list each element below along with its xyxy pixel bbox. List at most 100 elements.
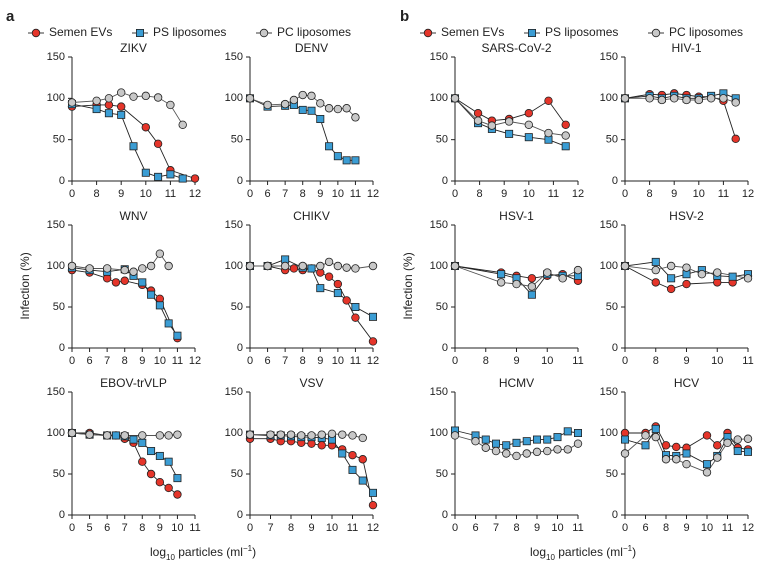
- data-point: [351, 113, 360, 122]
- x-tick-label: 8: [483, 355, 489, 367]
- data-point: [713, 453, 722, 462]
- data-point: [491, 446, 501, 456]
- data-point: [307, 264, 316, 273]
- data-point: [527, 282, 537, 291]
- series-line: [71, 267, 178, 336]
- data-point: [146, 261, 156, 271]
- data-point: [533, 435, 542, 444]
- data-point: [190, 174, 200, 183]
- data-point: [481, 435, 490, 444]
- x-tick-label: 10: [171, 522, 183, 534]
- data-point: [173, 490, 182, 499]
- x-tick-label: 7: [493, 522, 499, 534]
- x-tick-label: 0: [69, 522, 75, 534]
- y-tick-label: 50: [606, 301, 618, 313]
- data-point: [473, 116, 483, 125]
- data-point: [153, 93, 163, 102]
- data-point: [502, 441, 511, 450]
- data-point: [348, 431, 357, 440]
- x-tick-label: 11: [347, 522, 358, 534]
- x-tick-label: 9: [317, 355, 323, 367]
- data-point: [702, 431, 712, 440]
- data-point: [702, 468, 712, 477]
- data-point: [368, 500, 378, 510]
- panel-title: HSV-1: [499, 209, 534, 223]
- series-line: [71, 104, 196, 179]
- x-tick-label: 12: [189, 355, 201, 367]
- data-point: [682, 459, 691, 469]
- data-point: [245, 261, 255, 271]
- data-point: [342, 263, 351, 272]
- panel-title: EBOV-trVLP: [100, 376, 167, 390]
- data-point: [744, 447, 753, 456]
- data-point: [111, 431, 120, 440]
- data-point: [351, 313, 360, 322]
- y-tick-label: 50: [53, 468, 65, 480]
- data-point: [141, 123, 150, 132]
- x-axis-label-part: −1: [623, 544, 633, 553]
- data-point: [276, 430, 285, 439]
- data-point: [728, 272, 737, 281]
- panel-title: SARS-CoV-2: [481, 41, 551, 55]
- x-tick-label: 11: [572, 522, 583, 534]
- data-point: [553, 433, 562, 442]
- data-point: [491, 439, 500, 448]
- data-point: [173, 331, 182, 340]
- data-point: [164, 261, 173, 271]
- y-tick-label: 100: [225, 92, 243, 104]
- data-point: [682, 263, 691, 272]
- legend-marker: [31, 28, 41, 38]
- data-point: [651, 265, 660, 275]
- data-point: [67, 428, 77, 438]
- panel-title: WNV: [120, 209, 148, 223]
- data-point: [102, 431, 112, 440]
- data-point: [316, 284, 325, 293]
- x-axis-label-part: particles (ml: [555, 545, 623, 559]
- data-point: [563, 427, 572, 436]
- data-point: [85, 430, 94, 439]
- data-point: [543, 435, 552, 444]
- data-point: [703, 460, 712, 469]
- x-tick-label: 6: [642, 522, 648, 534]
- data-point: [120, 431, 129, 440]
- y-tick-label: 100: [600, 92, 618, 104]
- data-point: [333, 261, 343, 271]
- data-point: [473, 109, 483, 118]
- data-point: [544, 128, 553, 138]
- x-tick-label: 9: [118, 188, 124, 200]
- data-point: [351, 264, 360, 273]
- data-point: [496, 278, 506, 287]
- x-axis-label: log10 particles (ml−1): [150, 544, 256, 562]
- y-tick-label: 100: [430, 92, 448, 104]
- data-point: [280, 99, 290, 109]
- x-tick-label: 10: [693, 188, 705, 200]
- data-point: [512, 438, 521, 447]
- data-point: [621, 435, 630, 444]
- data-point: [666, 261, 676, 271]
- x-tick-label: 9: [501, 188, 507, 200]
- data-point: [524, 133, 533, 142]
- data-point: [324, 104, 334, 113]
- legend-marker: [135, 28, 144, 37]
- x-tick-label: 11: [189, 522, 200, 534]
- data-point: [166, 170, 175, 179]
- x-tick-label: 5: [87, 522, 93, 534]
- data-point: [450, 431, 460, 440]
- data-point: [713, 268, 722, 277]
- data-point: [317, 430, 326, 439]
- legend-label: Semen EVs: [49, 25, 112, 39]
- data-point: [266, 430, 275, 439]
- x-tick-label: 0: [247, 355, 253, 367]
- y-tick-label: 0: [237, 509, 243, 521]
- y-tick-label: 50: [606, 134, 618, 146]
- data-point: [645, 94, 654, 103]
- x-tick-label: 8: [300, 188, 306, 200]
- x-tick-label: 10: [154, 355, 166, 367]
- data-point: [263, 261, 272, 271]
- y-tick-label: 100: [600, 427, 618, 439]
- panel-title: CHIKV: [293, 209, 330, 223]
- data-point: [154, 172, 163, 181]
- data-point: [524, 109, 533, 118]
- data-point: [155, 249, 165, 258]
- y-tick-label: 0: [442, 342, 448, 354]
